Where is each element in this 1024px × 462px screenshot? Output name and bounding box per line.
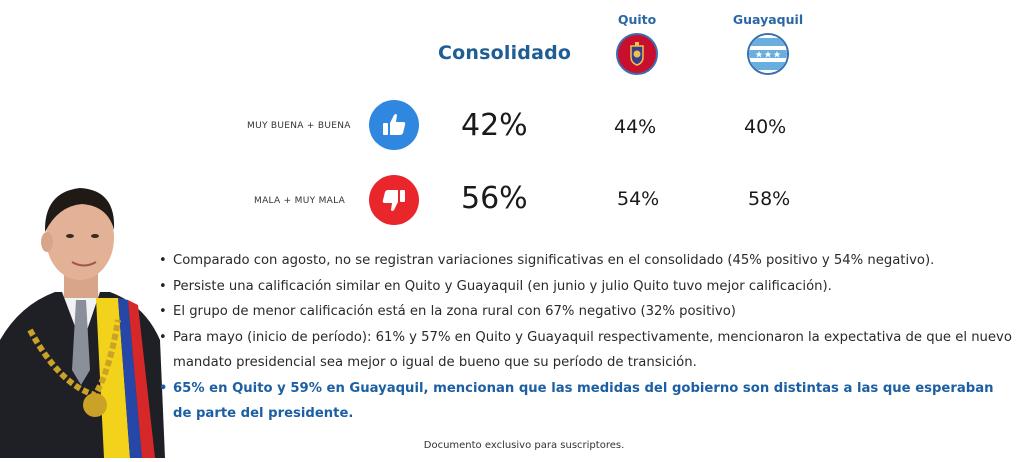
thumbs-up-icon — [369, 100, 419, 150]
thumbs-down-icon — [369, 175, 419, 225]
positive-quito-value: 44% — [614, 116, 657, 138]
bullet-item: Persiste una calificación similar en Qui… — [156, 274, 1016, 300]
negative-guayaquil-value: 58% — [748, 188, 791, 210]
quito-header: Quito — [617, 12, 657, 27]
bullet-item: Para mayo (inicio de período): 61% y 57%… — [156, 325, 1016, 376]
guayaquil-flag-icon — [747, 33, 789, 75]
guayaquil-header: Guayaquil — [732, 12, 804, 27]
findings-list: Comparado con agosto, no se registran va… — [156, 248, 1016, 427]
negative-quito-value: 54% — [617, 188, 660, 210]
row-label-negative: MALA + MUY MALA — [254, 196, 346, 206]
quito-flag-icon — [616, 33, 658, 75]
bullet-item-highlight: 65% en Quito y 59% en Guayaquil, mencion… — [156, 376, 1016, 427]
row-label-positive: MUY BUENA + BUENA — [247, 121, 351, 131]
bullet-item: Comparado con agosto, no se registran va… — [156, 248, 1016, 274]
negative-consolidado-value: 56% — [461, 181, 528, 216]
bullet-item: El grupo de menor calificación está en l… — [156, 299, 1016, 325]
positive-guayaquil-value: 40% — [744, 116, 787, 138]
positive-consolidado-value: 42% — [461, 108, 528, 143]
footer-note: Documento exclusivo para suscriptores. — [423, 440, 625, 451]
consolidado-header: Consolidado — [438, 42, 572, 64]
president-portrait — [0, 170, 165, 458]
